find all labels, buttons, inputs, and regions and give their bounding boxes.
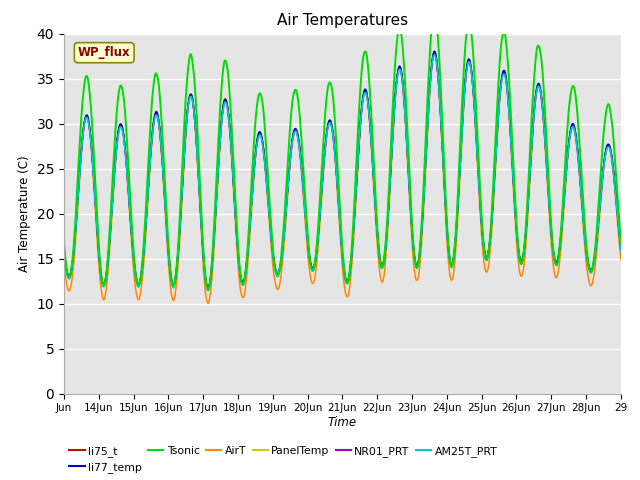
X-axis label: Time: Time [328, 416, 357, 429]
Y-axis label: Air Temperature (C): Air Temperature (C) [18, 156, 31, 272]
Title: Air Temperatures: Air Temperatures [277, 13, 408, 28]
Text: WP_flux: WP_flux [78, 46, 131, 59]
Legend: li75_t, li77_temp, Tsonic, AirT, PanelTemp, NR01_PRT, AM25T_PRT: li75_t, li77_temp, Tsonic, AirT, PanelTe… [69, 446, 497, 473]
